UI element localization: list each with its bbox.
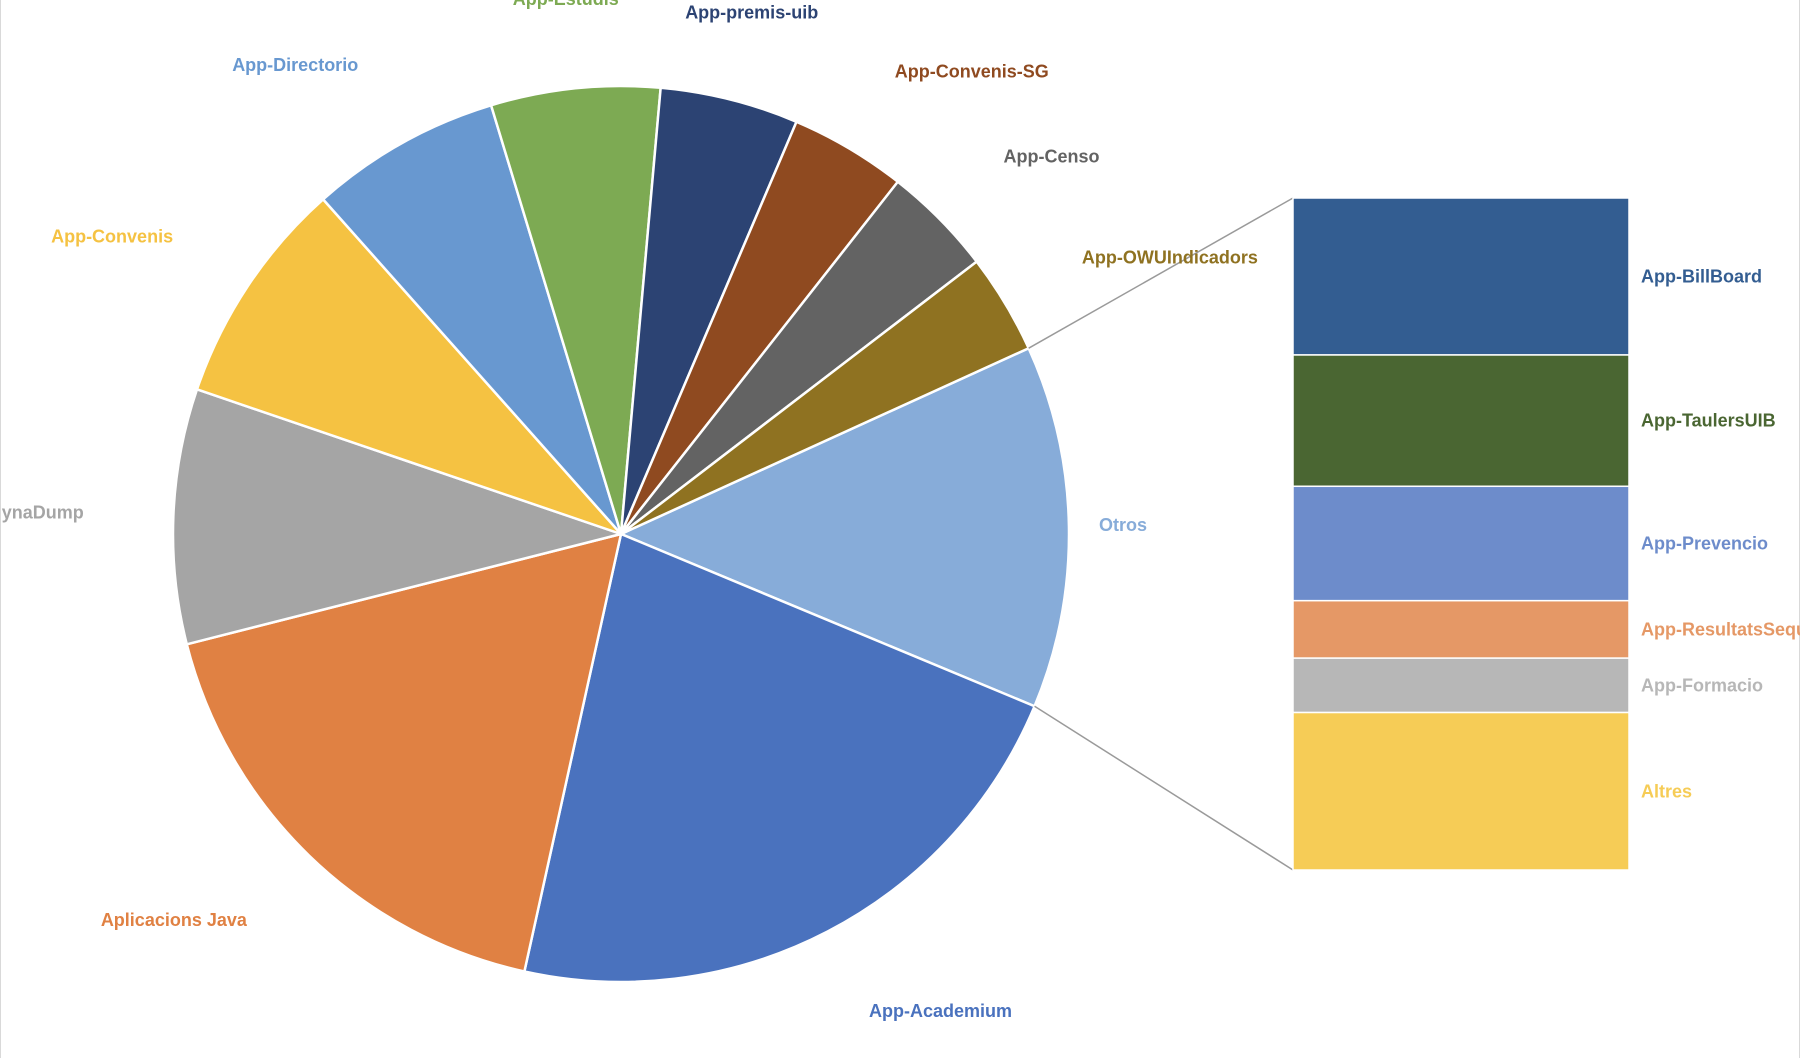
bar-segment-app-formacio [1292, 657, 1630, 714]
data-label-aplicacions-java: Aplicacions Java [101, 910, 248, 930]
data-label-app-academium: App-Academium [869, 1001, 1012, 1021]
data-label-otros: Otros [1099, 515, 1147, 535]
data-label-app-premis-uib: App-premis-uib [685, 3, 818, 23]
data-label-app-convenis: App-Convenis [51, 227, 173, 247]
data-label-app-convenis-sg: App-Convenis-SG [895, 61, 1049, 81]
bar-segment-app-resultatssequa [1292, 599, 1630, 659]
pie-slice-otros [617, 346, 1071, 708]
data-label-app-censo: App-Censo [1004, 146, 1100, 166]
pie-slice-app-estudis [489, 84, 663, 535]
bar-segment-app-billboard [1292, 197, 1630, 356]
bar-segment-altres [1292, 711, 1630, 871]
data-label-app-owuindicadors: App-OWUIndicadors [1082, 247, 1258, 267]
pie-slice-app-webdynadump [171, 387, 626, 646]
data-labels: Otros App-Academium Aplicacions Java App-We… [1, 0, 1800, 1021]
data-label-app-webdynadump: App-WebDynaDump [1, 503, 84, 523]
bar-segment-app-prevencio [1292, 485, 1630, 602]
bar-label-altres: Altres [1641, 781, 1692, 801]
pie-slice-app-convenis [195, 197, 626, 537]
bar-label-app-taulersuib: App-TaulersUIB [1641, 411, 1776, 431]
bar-label-app-billboard: App-BillBoard [1641, 267, 1762, 287]
pie-slice-app-owuindicadors [620, 259, 1031, 536]
pie-slice-aplicacions-java [185, 532, 623, 973]
pie-slice-app-directorio [321, 103, 623, 535]
data-label-app-estudis: App-Estudis [513, 0, 619, 9]
connector-line-bottom [1034, 705, 1294, 871]
stacked-bar-group [1292, 197, 1630, 871]
bar-label-app-resultatssequa: App-ResultatsSequa [1641, 619, 1800, 639]
bar-label-app-formacio: App-Formacio [1641, 675, 1763, 695]
connector-lines [1028, 197, 1294, 871]
data-label-app-directorio: App-Directorio [232, 55, 358, 75]
pie-slice-app-academium [522, 532, 1037, 984]
bar-segment-app-taulersuib [1292, 354, 1630, 488]
bar-label-app-prevencio: App-Prevencio [1641, 534, 1768, 554]
pie-group [171, 84, 1071, 984]
connector-line-top [1028, 197, 1294, 349]
